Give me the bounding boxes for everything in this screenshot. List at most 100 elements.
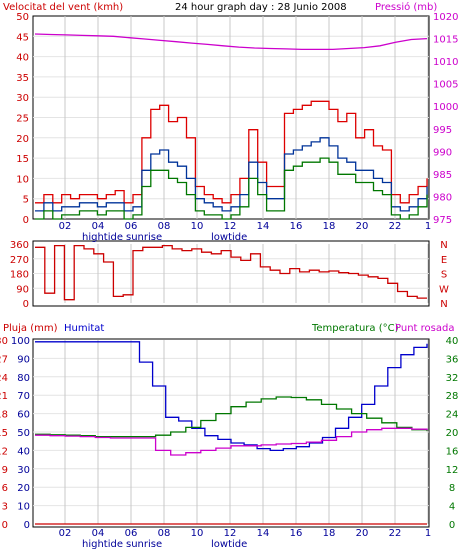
pressure-panel-right-tick: 1005 <box>433 80 458 91</box>
dewpoint-line <box>35 427 428 456</box>
wind-panel-x-tick: 10 <box>191 221 204 232</box>
wind-min-line <box>35 157 428 220</box>
humidity-panel-left-tick: 80 <box>17 373 30 384</box>
humidity-panel-x-tick: 12 <box>224 528 237 539</box>
panel-humidity-frame <box>32 338 430 528</box>
pressure-panel-right-tick: 995 <box>433 125 452 136</box>
direction-panel-left-tick: 180 <box>10 270 29 281</box>
humidity-panel-left-tick: 10 <box>17 502 30 513</box>
wind-panel-x-tick: 22 <box>389 221 402 232</box>
direction-panel-left-tick: 270 <box>10 255 29 266</box>
humidity-panel-left-tick: 60 <box>17 410 30 421</box>
wind-panel-x-tick: 1 <box>425 221 431 232</box>
lowtide-label-top: lowtide <box>211 232 247 243</box>
wind-panel-left-tick: 35 <box>16 73 29 84</box>
wind-panel-x-tick: 20 <box>356 221 369 232</box>
temperature-panel-right-tick: 4 <box>449 502 455 513</box>
direction-panel-right-tick: S <box>441 270 447 281</box>
direction-panel-right-tick: W <box>439 284 449 295</box>
humidity-panel-x-tick: 02 <box>59 528 72 539</box>
wind-panel-x-tick: 06 <box>125 221 138 232</box>
humidity-panel-x-tick: 08 <box>158 528 171 539</box>
humidity-panel-x-tick: 06 <box>125 528 138 539</box>
temperature-axis-title: Temperatura (°C) <box>311 323 399 334</box>
rain-panel-left-tick: 24 <box>0 373 8 384</box>
wind-panel-x-tick: 16 <box>290 221 303 232</box>
wind-panel-x-tick: 12 <box>224 221 237 232</box>
humidity-panel-left-tick: 70 <box>17 391 30 402</box>
wind-panel-left-tick: 30 <box>16 93 29 104</box>
humidity-panel-x-tick: 10 <box>191 528 204 539</box>
rain-panel-left-tick: 9 <box>2 465 8 476</box>
rain-panel-left-tick: 18 <box>0 410 8 421</box>
dewpoint-axis-title: Punt rosada <box>395 323 454 334</box>
temperature-panel-right-tick: 36 <box>446 354 459 365</box>
wind-panel-x-tick: 14 <box>257 221 270 232</box>
temperature-panel-right-tick: 16 <box>446 446 459 457</box>
wind-axis-title: Velocitat del vent (kmh) <box>3 2 123 13</box>
wind-avg-line <box>35 137 428 212</box>
humidity-panel-x-tick: 04 <box>92 528 105 539</box>
rain-panel-left-tick: 3 <box>2 502 8 513</box>
humidity-panel-x-tick: 22 <box>389 528 402 539</box>
hightide-label-bottom: hightide <box>82 539 123 550</box>
humidity-line <box>35 341 428 452</box>
wind-panel-left-tick: 15 <box>16 154 29 165</box>
wind-panel-left-tick: 20 <box>16 134 29 145</box>
temperature-panel-right-tick: 40 <box>446 336 459 347</box>
wind-panel-x-tick: 08 <box>158 221 171 232</box>
temperature-panel-right-tick: 0 <box>449 520 455 531</box>
humidity-panel-left-tick: 0 <box>24 520 30 531</box>
humidity-panel-left-tick: 40 <box>17 446 30 457</box>
pressure-panel-right-tick: 1000 <box>433 102 458 113</box>
pressure-panel-right-tick: 975 <box>433 215 452 226</box>
pressure-panel-right-tick: 1020 <box>433 12 458 23</box>
direction-line <box>35 244 427 301</box>
temperature-panel-right-tick: 8 <box>449 483 455 494</box>
rain-axis-title: Pluja (mm) <box>3 323 58 334</box>
rain-panel-left-tick: 12 <box>0 446 8 457</box>
direction-panel-right-tick: N <box>440 299 447 310</box>
rain-panel-left-tick: 30 <box>0 336 8 347</box>
wind-panel-left-tick: 5 <box>23 195 29 206</box>
pressure-panel-right-tick: 1010 <box>433 57 458 68</box>
pressure-panel-right-tick: 985 <box>433 170 452 181</box>
rain-panel-left-tick: 0 <box>2 520 8 531</box>
rain-panel-left-tick: 15 <box>0 428 8 439</box>
humidity-panel-left-tick: 90 <box>17 354 30 365</box>
direction-panel-left-tick: 360 <box>10 240 29 251</box>
humidity-panel-x-tick: 16 <box>290 528 303 539</box>
hightide-label-top: hightide <box>82 232 123 243</box>
temperature-panel-right-tick: 24 <box>446 410 459 421</box>
temperature-panel-right-tick: 32 <box>446 373 459 384</box>
sunrise-label-top: sunrise <box>126 232 162 243</box>
wind-panel-x-tick: 02 <box>59 221 72 232</box>
wind-panel-left-tick: 50 <box>16 12 29 23</box>
humidity-panel-x-tick: 20 <box>356 528 369 539</box>
wind-panel-x-tick: 18 <box>323 221 336 232</box>
wind-panel-left-tick: 0 <box>23 215 29 226</box>
direction-panel-left-tick: 90 <box>16 284 29 295</box>
wind-panel-left-tick: 25 <box>16 114 29 125</box>
pressure-axis-title: Pressió (mb) <box>375 1 437 13</box>
rain-panel-left-tick: 27 <box>0 354 8 365</box>
humidity-panel-x-tick: 14 <box>257 528 270 539</box>
humidity-panel-x-tick: 1 <box>425 528 431 539</box>
pressure-panel-right-tick: 990 <box>433 147 452 158</box>
temperature-panel-right-tick: 12 <box>446 465 459 476</box>
humidity-panel-left-tick: 20 <box>17 483 30 494</box>
pressure-panel-right-tick: 980 <box>433 192 452 203</box>
lowtide-label-bottom: lowtide <box>211 539 247 550</box>
wind-panel-x-tick: 04 <box>92 221 105 232</box>
chart-title: 24 hour graph day : 28 Junio 2008 <box>175 2 347 13</box>
humidity-panel-left-tick: 50 <box>17 428 30 439</box>
rain-panel-left-tick: 6 <box>2 483 8 494</box>
wind-gust-line <box>35 100 428 204</box>
pressure-panel-right-tick: 1015 <box>433 35 458 46</box>
pressure-line <box>34 33 428 51</box>
humidity-axis-title: Humitat <box>64 323 104 334</box>
sunrise-label-bottom: sunrise <box>126 539 162 550</box>
humidity-panel-left-tick: 100 <box>11 336 30 347</box>
wind-panel-left-tick: 10 <box>16 174 29 185</box>
